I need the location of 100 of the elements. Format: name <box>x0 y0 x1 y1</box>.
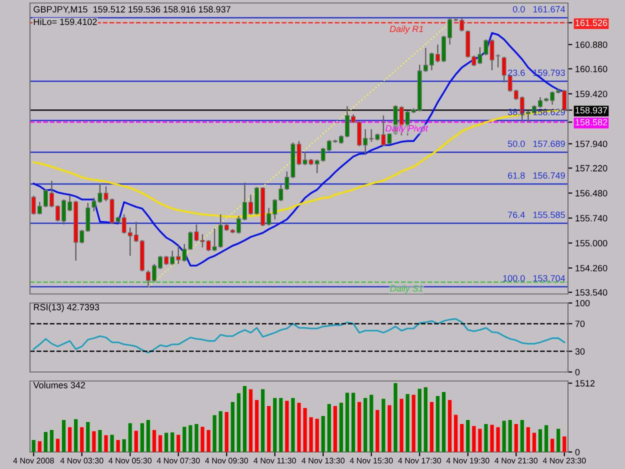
bar <box>550 438 554 452</box>
y-tick-label: 160.880 <box>576 41 608 48</box>
bar <box>382 398 386 452</box>
bar <box>412 394 416 452</box>
bar <box>279 398 283 452</box>
bar <box>206 430 210 452</box>
bar <box>116 440 120 452</box>
bar <box>212 415 216 452</box>
bar <box>526 427 530 452</box>
bar <box>182 426 186 452</box>
bar <box>68 427 72 452</box>
bar <box>309 417 313 452</box>
bar <box>562 436 566 452</box>
bar <box>134 430 138 452</box>
x-tick-label: 4 Nov 11:30 <box>254 458 296 464</box>
y-tick-label: 30 <box>575 348 585 355</box>
bar <box>38 441 42 452</box>
bar <box>448 400 452 452</box>
y-tick-label: 0 <box>575 448 580 456</box>
bar <box>297 402 301 452</box>
candlestick <box>110 198 114 224</box>
bar <box>44 432 48 452</box>
ref-line-label: 76.4 155.585 <box>508 212 565 218</box>
y-tick-label: 160.160 <box>576 66 608 72</box>
candlestick <box>302 151 308 166</box>
bar <box>478 428 482 452</box>
ref-line-label: 100.0 153.704 <box>503 275 566 282</box>
bar <box>242 386 247 452</box>
bar <box>248 389 253 452</box>
bar <box>188 425 192 452</box>
ref-line-label: 61.8 156.749 <box>508 172 565 179</box>
bar <box>110 434 114 452</box>
y-tick-label: 154.260 <box>576 264 608 272</box>
line-series <box>32 318 566 354</box>
y-tick-label: 158.582 <box>576 119 608 126</box>
bar <box>128 423 132 452</box>
candlestick <box>104 186 108 202</box>
bar <box>92 431 96 452</box>
line-series <box>32 32 566 267</box>
candlestick <box>496 54 500 68</box>
bar <box>394 383 398 452</box>
candlestick <box>296 140 302 166</box>
bar <box>273 398 277 452</box>
bar <box>146 420 150 452</box>
x-tick-label: 4 Nov 13:30 <box>302 458 345 464</box>
bar <box>496 427 500 452</box>
y-tick-label: 70 <box>575 320 585 328</box>
bar <box>544 425 548 452</box>
x-tick-label: 4 Nov 23:30 <box>542 458 586 464</box>
chart-title: RSI(13) 42.7393 <box>34 304 100 312</box>
y-tick-label: 157.220 <box>576 165 608 172</box>
bar <box>80 427 84 452</box>
bar <box>164 432 168 452</box>
bar <box>236 393 240 452</box>
bar <box>436 396 440 452</box>
bar <box>538 429 542 452</box>
bar <box>254 400 259 452</box>
bar <box>170 432 174 452</box>
bar <box>370 394 374 452</box>
bar <box>406 394 410 452</box>
bar <box>484 424 488 452</box>
ref-line-label: 50.0 157.689 <box>508 140 565 147</box>
bar <box>74 419 78 452</box>
bar <box>261 389 265 452</box>
bar <box>502 420 506 452</box>
y-tick-label: 156.480 <box>576 190 608 196</box>
bar <box>520 420 524 452</box>
x-tick-label: 4 Nov 19:30 <box>446 458 490 464</box>
bar <box>321 416 325 452</box>
bar <box>86 422 90 452</box>
candlestick <box>484 38 488 56</box>
y-tick-label: 153.540 <box>576 289 608 296</box>
x-tick-label: 4 Nov 2008 <box>13 458 54 464</box>
bar <box>514 424 518 452</box>
bar <box>224 412 228 452</box>
bar <box>291 398 295 452</box>
bar <box>104 435 108 452</box>
bar <box>351 392 356 452</box>
bar <box>176 434 180 452</box>
bar <box>230 402 234 452</box>
ref-line-label: 0.0 161.674 <box>512 6 566 12</box>
bar <box>32 440 36 452</box>
bar <box>472 426 476 452</box>
bar <box>122 439 126 452</box>
bar <box>490 424 494 452</box>
ref-line-label: Daily R1 <box>390 25 423 34</box>
bar <box>508 420 512 452</box>
bar <box>466 420 470 452</box>
y-tick-label: 157.940 <box>576 140 608 148</box>
bar <box>376 410 380 452</box>
bar <box>454 414 458 452</box>
y-tick-label: 158.937 <box>576 107 608 114</box>
bar <box>98 430 102 452</box>
bar <box>556 428 560 452</box>
bar <box>327 404 331 452</box>
bar <box>460 424 464 452</box>
bar <box>62 420 66 452</box>
y-tick-label: 0 <box>575 368 580 376</box>
y-tick-label: 155.000 <box>576 240 608 246</box>
x-tick-label: 4 Nov 21:30 <box>494 458 538 464</box>
